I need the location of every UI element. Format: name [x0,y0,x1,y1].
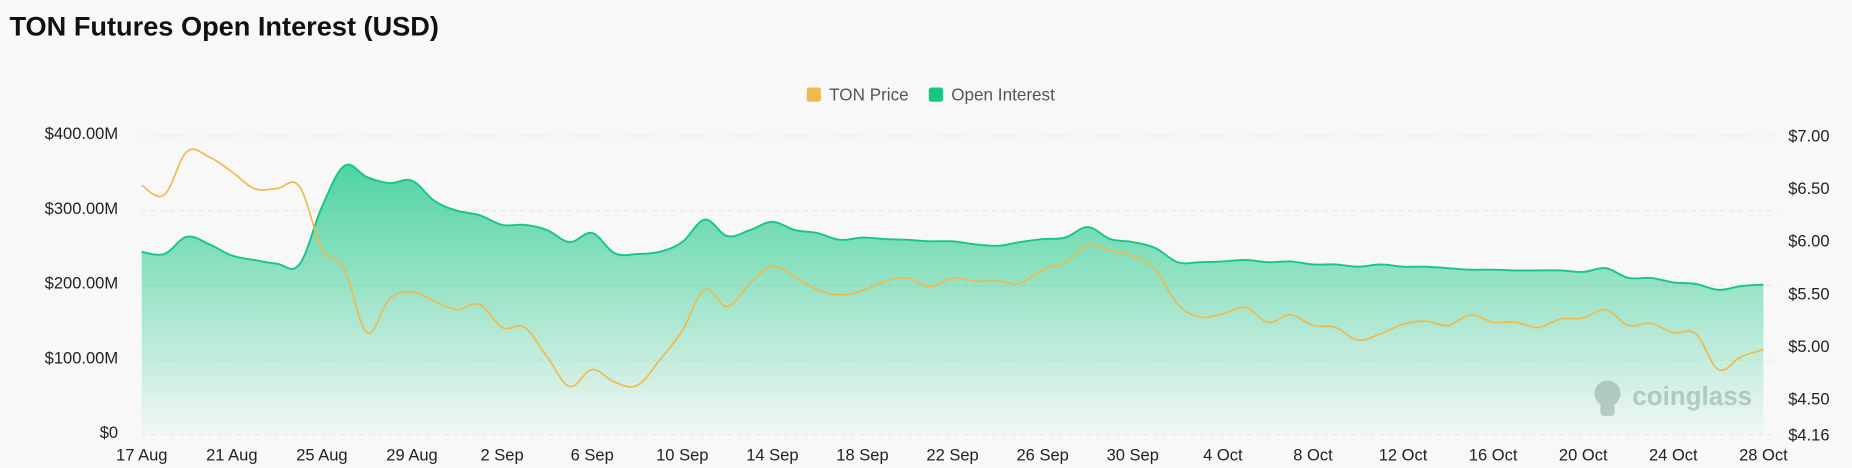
legend: TON Price Open Interest [806,85,1055,104]
x-tick-label: 28 Oct [1739,445,1788,464]
y-tick-label: $100.00M [45,348,118,367]
area-line [141,163,1764,291]
x-tick-label: 24 Oct [1649,445,1698,464]
x-tick-label: 22 Sep [926,445,978,464]
y2-tick-label: $6.50 [1788,179,1829,198]
x-tick-label: 18 Sep [836,445,888,464]
x-tick-label: 6 Sep [571,445,614,464]
y2-tick-label: $6.00 [1788,232,1829,251]
y2-tick-label: $4.50 [1788,390,1829,409]
legend-swatch [806,87,821,102]
y2-tick-label: $7.00 [1788,127,1829,146]
x-tick-label: 10 Sep [656,445,708,464]
x-tick-label: 26 Sep [1016,445,1068,464]
x-tick-label: 21 Aug [206,445,257,464]
x-tick-label: 25 Aug [296,445,347,464]
y-tick-label: $300.00M [45,199,118,218]
x-tick-label: 17 Aug [116,445,167,464]
legend-swatch [928,87,943,102]
area-fill [141,164,1764,435]
y2-tick-label: $5.00 [1788,337,1829,356]
x-tick-label: 14 Sep [746,445,798,464]
x-tick-label: 30 Sep [1107,445,1159,464]
x-tick-label: 20 Oct [1559,445,1608,464]
chart-title: TON Futures Open Interest (USD) [9,11,439,42]
y2-tick-label: $4.16 [1788,425,1829,444]
y-tick-label: $0 [100,423,118,442]
y-tick-label: $400.00M [45,124,118,143]
x-tick-label: 4 Oct [1203,445,1243,464]
legend-label: Open Interest [951,85,1055,104]
x-tick-label: 12 Oct [1379,445,1428,464]
y-tick-label: $200.00M [45,274,118,293]
x-tick-label: 2 Sep [481,445,524,464]
x-tick-label: 16 Oct [1469,445,1518,464]
x-tick-label: 8 Oct [1293,445,1333,464]
y2-tick-label: $5.50 [1788,284,1829,303]
legend-label: TON Price [829,85,909,104]
x-tick-label: 29 Aug [386,445,437,464]
price-line [141,148,1764,388]
